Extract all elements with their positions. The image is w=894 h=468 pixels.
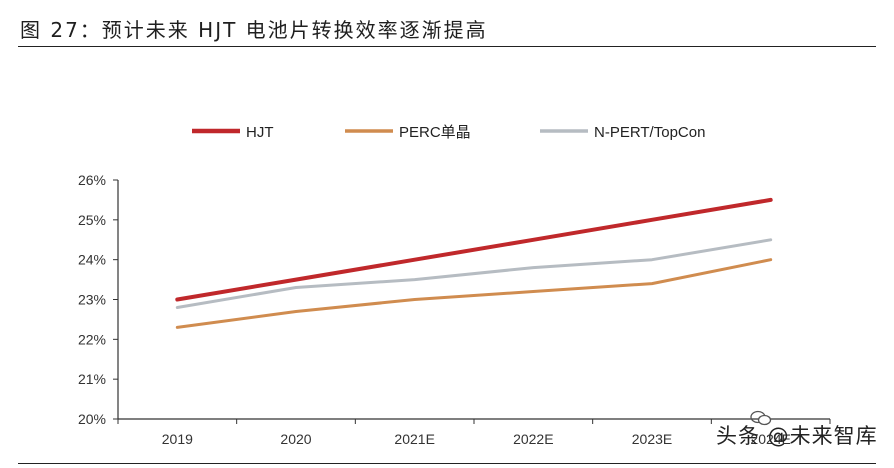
series-line-hjt [175,197,773,302]
series-line-perc- [175,258,773,329]
y-tick-label: 21% [78,371,106,387]
y-tick-label: 26% [78,172,106,188]
x-tick-label: 2021E [394,431,434,447]
y-tick-label: 23% [78,292,106,308]
legend-label: PERC单晶 [399,124,471,141]
wechat-icon [750,410,772,426]
y-tick-label: 22% [78,331,106,347]
x-tick-label: 2019 [162,431,193,447]
y-tick-label: 20% [78,411,106,427]
x-tick-label: 2023E [632,431,672,447]
legend-label: N-PERT/TopCon [594,124,705,141]
title-divider [18,46,876,47]
x-tick-label: 2022E [513,431,553,447]
watermark: 头条 @未来智库 [716,424,878,448]
legend-label: HJT [246,124,274,141]
x-tick-label: 2024E [750,431,790,447]
bottom-divider [18,463,876,464]
y-tick-label: 24% [78,252,106,268]
chart-title: 图 27：预计未来 HJT 电池片转换效率逐渐提高 [20,18,488,42]
series-line-n-pert-topcon [175,238,773,309]
x-tick-label: 2020 [280,431,311,447]
y-tick-label: 25% [78,212,106,228]
